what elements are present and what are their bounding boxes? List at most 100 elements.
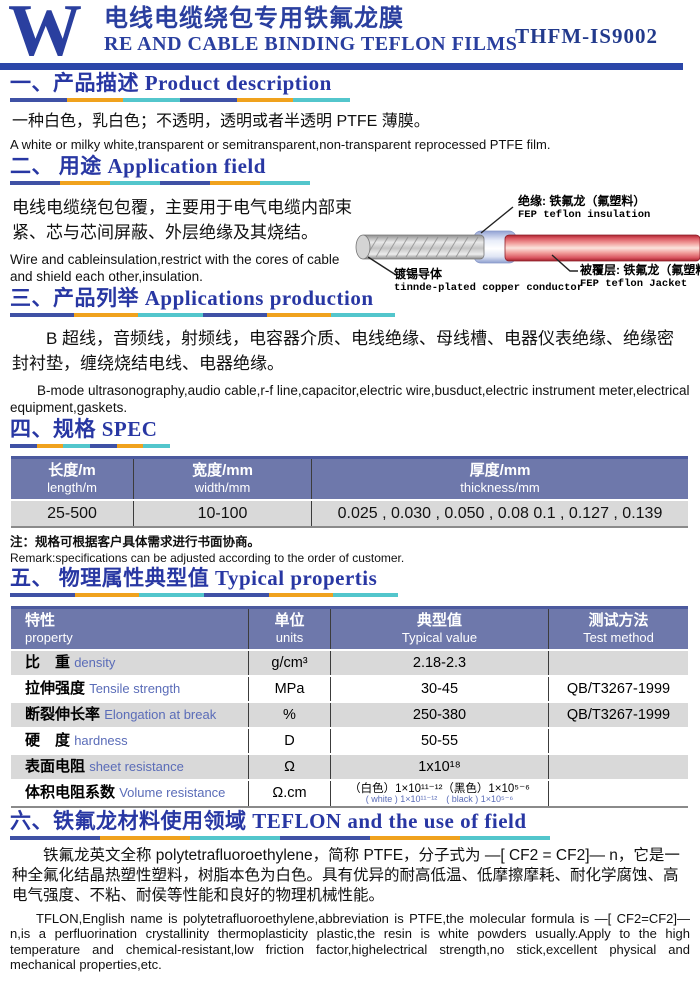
section6-heading: 六、铁氟龙材料使用领域 TEFLON and the use of field <box>10 809 527 833</box>
prop-col-units-en: units <box>275 630 304 645</box>
jacket-layer <box>504 234 700 262</box>
heading-underline <box>10 313 396 317</box>
property-name-en: density <box>74 655 116 670</box>
heading-underline <box>10 98 351 102</box>
property-method: QB/T3267-1999 <box>548 703 688 727</box>
property-value-sub: ( white ) 1×10¹¹⁻¹² ( black ) 1×10⁵⁻⁶ <box>365 794 514 804</box>
property-value: 250-380 <box>330 703 548 727</box>
property-unit: g/cm³ <box>248 651 330 675</box>
insulation-label-en: FEP teflon insulation <box>518 209 651 221</box>
section1-heading: 一、产品描述 Product description <box>10 71 332 95</box>
heading-underline <box>10 181 310 185</box>
jacket-label-en: FEP teflon Jacket <box>580 278 688 290</box>
section5-heading: 五、 物理属性典型值 Typical propertis <box>10 566 378 590</box>
heading-underline <box>10 444 171 448</box>
property-name-cn: 表面电阻 <box>25 758 86 775</box>
heading-underline <box>10 593 399 597</box>
property-method <box>548 781 688 806</box>
property-method <box>548 729 688 753</box>
cable-diagram: 绝缘: 铁氟龙（氟塑料） FEP teflon insulation 镀锡导体 … <box>350 193 700 311</box>
property-name-en: sheet resistance <box>89 759 184 774</box>
property-unit: % <box>248 703 330 727</box>
spec-col-length-cn: 长度/m <box>48 462 96 479</box>
spec-col-thickness-cn: 厚度/mm <box>469 462 531 479</box>
property-name-cn: 比 重 <box>25 654 71 671</box>
prop-col-method-en: Test method <box>583 630 654 645</box>
prop-col-property-en: property <box>25 630 73 645</box>
spec-value-thickness: 0.025 , 0.030 , 0.050 , 0.08 0.1 , 0.127… <box>311 501 688 526</box>
table-row: 比 重 density g/cm³ 2.18-2.3 <box>11 649 688 675</box>
prop-col-method: 测试方法 Test method <box>548 609 688 649</box>
spec-value-length: 25-500 <box>47 505 97 522</box>
section4-heading: 四、规格 SPEC <box>10 417 158 441</box>
header-divider-bar <box>0 63 683 70</box>
conductor-end-cap <box>355 234 371 260</box>
property-value: 50-55 <box>330 729 548 753</box>
properties-table-header: 特性 property 单位 units 典型值 Typical value 测… <box>11 606 688 649</box>
spec-note-en: Remark:specifications can be adjusted ac… <box>10 551 405 565</box>
section1-text-en: A white or milky white,transparent or se… <box>10 137 551 152</box>
property-name-en: Volume resistance <box>119 785 226 800</box>
property-value: 1x10¹⁸ <box>330 755 548 779</box>
property-name-en: hardness <box>74 733 128 748</box>
property-value: 2.18-2.3 <box>330 651 548 675</box>
spec-table-row: 25-500 10-100 0.025 , 0.030 , 0.050 , 0.… <box>11 499 688 526</box>
insulation-label-cn: 绝缘: 铁氟龙（氟塑料） <box>518 194 646 208</box>
prop-col-units: 单位 units <box>248 609 330 649</box>
leader-lines <box>367 206 578 276</box>
page-title-cn: 电线电缆绕包专用铁氟龙膜 <box>104 5 404 32</box>
jacket-label-cn: 被覆层: 铁氟龙（氟塑料） <box>580 263 700 277</box>
spec-note-cn: 注：规格可根据客户具体需求进行书面协商。 <box>10 535 261 549</box>
spec-value-width: 10-100 <box>133 501 311 526</box>
property-name-cn: 断裂伸长率 <box>25 706 101 723</box>
spec-col-length: 长度/m length/m <box>11 459 133 499</box>
spec-col-thickness-en: thickness/mm <box>460 480 540 495</box>
conductor-label: 镀锡导体 tinnde-plated copper conductor <box>394 267 583 295</box>
prop-col-value-cn: 典型值 <box>416 612 462 629</box>
table-row: 拉伸强度 Tensile strength MPa 30-45 QB/T3267… <box>11 675 688 701</box>
property-name-cn: 拉伸强度 <box>25 680 86 697</box>
section3-heading: 三、产品列举 Applications production <box>10 286 374 310</box>
prop-col-method-cn: 测试方法 <box>588 612 649 629</box>
table-row: 体积电阻系数 Volume resistance Ω.cm （白色）1×10¹¹… <box>11 779 688 806</box>
property-name-en: Elongation at break <box>104 707 217 722</box>
property-unit: Ω <box>248 755 330 779</box>
spec-col-width-en: width/mm <box>194 480 251 495</box>
header-titles: 电线电缆绕包专用铁氟龙膜 RE AND CABLE BINDING TEFLON… <box>104 6 517 56</box>
prop-col-property-cn: 特性 <box>25 612 56 629</box>
section2-heading: 二、 用途 Application field <box>10 154 266 178</box>
table-row: 断裂伸长率 Elongation at break % 250-380 QB/T… <box>11 701 688 727</box>
table-row: 硬 度 hardness D 50-55 <box>11 727 688 753</box>
property-name-cn: 体积电阻系数 <box>25 784 116 801</box>
table-row: 表面电阻 sheet resistance Ω 1x10¹⁸ <box>11 753 688 779</box>
spec-col-width: 宽度/mm width/mm <box>133 459 311 499</box>
property-unit: D <box>248 729 330 753</box>
cable-illustration <box>355 206 700 276</box>
spec-col-width-cn: 宽度/mm <box>192 462 253 479</box>
prop-col-value-en: Typical value <box>401 630 478 645</box>
conductor-label-cn: 镀锡导体 <box>394 267 443 281</box>
product-code: THFM-IS9002 <box>515 24 658 48</box>
section2-text-en: Wire and cableinsulation,restrict with t… <box>10 252 340 284</box>
prop-col-units-cn: 单位 <box>274 612 305 629</box>
section1-text-cn: 一种白色，乳白色；不透明，透明或者半透明 PTFE 薄膜。 <box>12 113 430 130</box>
prop-col-value: 典型值 Typical value <box>330 609 548 649</box>
section2-text-cn: 电线电缆绕包包覆，主要用于电气电缆内部束紧、芯与芯间屏蔽、外层绝缘及其烧结。 <box>12 198 352 242</box>
property-unit: Ω.cm <box>248 781 330 806</box>
spec-table: 长度/m length/m 宽度/mm width/mm 厚度/mm thick… <box>11 456 688 528</box>
jacket-label: 被覆层: 铁氟龙（氟塑料） FEP teflon Jacket <box>580 263 700 291</box>
property-method <box>548 755 688 779</box>
properties-table: 特性 property 单位 units 典型值 Typical value 测… <box>11 606 688 808</box>
section3-text-en: B-mode ultrasonography,audio cable,r-f l… <box>10 383 690 415</box>
property-name-cn: 硬 度 <box>25 732 71 749</box>
page-header: W 电线电缆绕包专用铁氟龙膜 RE AND CABLE BINDING TEFL… <box>0 0 700 68</box>
conductor-label-en: tinnde-plated copper conductor <box>394 282 584 294</box>
property-method <box>548 651 688 675</box>
property-name-en: Tensile strength <box>89 681 181 696</box>
property-value: （白色）1×10¹¹⁻¹²（黑色）1×10⁵⁻⁶ <box>349 783 530 795</box>
property-unit: MPa <box>248 677 330 701</box>
page-title-en: RE AND CABLE BINDING TEFLON FILMS <box>104 33 518 55</box>
section6-text-cn: 铁氟龙英文全称 polytetrafluoroethylene，简称 PTFE，… <box>12 847 680 904</box>
property-method: QB/T3267-1999 <box>548 677 688 701</box>
company-logo-w: W <box>8 0 82 72</box>
